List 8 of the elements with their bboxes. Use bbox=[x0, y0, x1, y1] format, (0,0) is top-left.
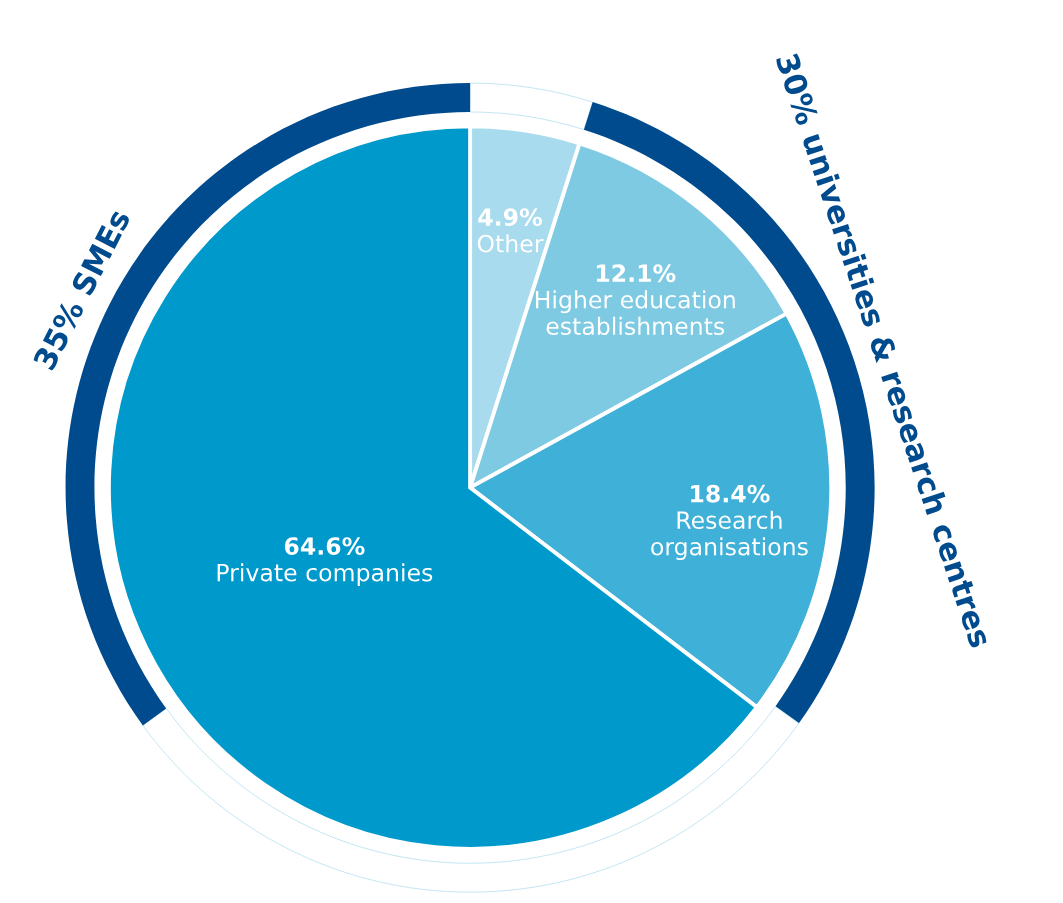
slice-label: Other bbox=[477, 234, 544, 253]
slice-label: Research organisations bbox=[651, 510, 808, 561]
data-label: 12.1% bbox=[596, 264, 676, 283]
data-label: 4.9% bbox=[478, 208, 542, 227]
slice-label: Higher education establishments bbox=[535, 290, 735, 336]
data-label: 18.4% bbox=[691, 484, 770, 503]
data-label: 64.6% bbox=[284, 537, 365, 556]
slice-label: Private companies bbox=[217, 563, 433, 587]
